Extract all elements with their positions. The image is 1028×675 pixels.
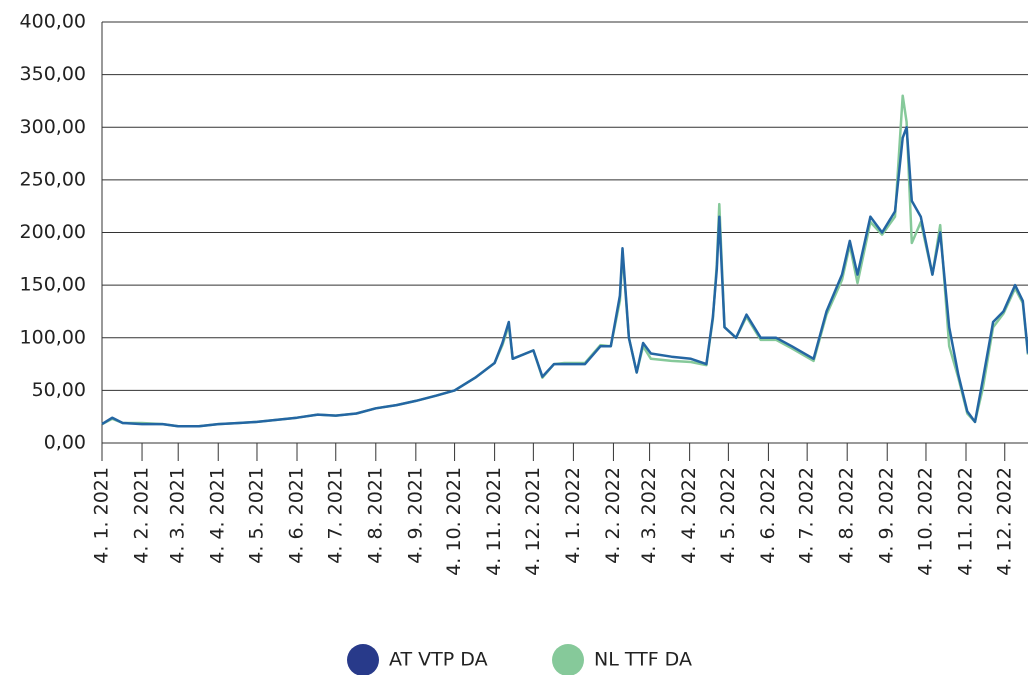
x-tick-label: 4. 10. 2022: [914, 467, 936, 576]
x-tick-label: 4. 8. 2022: [836, 467, 858, 564]
x-tick-label: 4. 5. 2022: [717, 467, 739, 564]
x-tick-label: 4. 7. 2021: [324, 467, 346, 564]
y-tick-label: 150,00: [20, 274, 86, 296]
x-tick-label: 4. 3. 2021: [167, 467, 189, 564]
legend-label: NL TTF DA: [594, 649, 692, 671]
x-tick-label: 4. 9. 2022: [876, 467, 898, 564]
x-tick-label: 4. 1. 2022: [562, 467, 584, 564]
x-tick-label: 4. 11. 2022: [955, 467, 977, 576]
x-tick-label: 4. 3. 2022: [638, 467, 660, 564]
x-tick-label: 4. 11. 2021: [483, 467, 505, 576]
x-tick-label: 4. 12. 2021: [522, 467, 544, 576]
series-line: [101, 126, 1028, 428]
x-tick-label: 4. 2. 2021: [131, 467, 153, 564]
legend-marker: [347, 644, 379, 675]
x-tick-label: 4. 8. 2021: [364, 467, 386, 564]
y-tick-label: 50,00: [32, 379, 86, 401]
x-tick-label: 4. 6. 2022: [757, 467, 779, 564]
x-tick-label: 4. 5. 2021: [245, 467, 267, 564]
x-tick-label: 4. 12. 2022: [993, 467, 1015, 576]
x-tick-label: 4. 2. 2022: [602, 467, 624, 564]
y-tick-label: 300,00: [20, 116, 86, 138]
y-tick-label: 100,00: [20, 326, 86, 348]
x-tick-label: 4. 9. 2021: [404, 467, 426, 564]
x-tick-label: 4. 10. 2021: [443, 467, 465, 576]
y-tick-label: 250,00: [20, 168, 86, 190]
x-tick-label: 4. 4. 2022: [678, 467, 700, 564]
y-tick-label: 0,00: [44, 432, 86, 454]
x-tick-label: 4. 6. 2021: [286, 467, 308, 564]
legend-marker: [552, 644, 584, 675]
series-line: [101, 94, 1028, 428]
x-tick-label: 4. 7. 2022: [796, 467, 818, 564]
y-tick-label: 350,00: [20, 63, 86, 85]
legend-label: AT VTP DA: [389, 649, 488, 671]
y-tick-label: 400,00: [20, 11, 86, 33]
y-tick-label: 200,00: [20, 221, 86, 243]
x-tick-label: 4. 4. 2021: [207, 467, 229, 564]
x-tick-label: 4. 1. 2021: [91, 467, 113, 564]
